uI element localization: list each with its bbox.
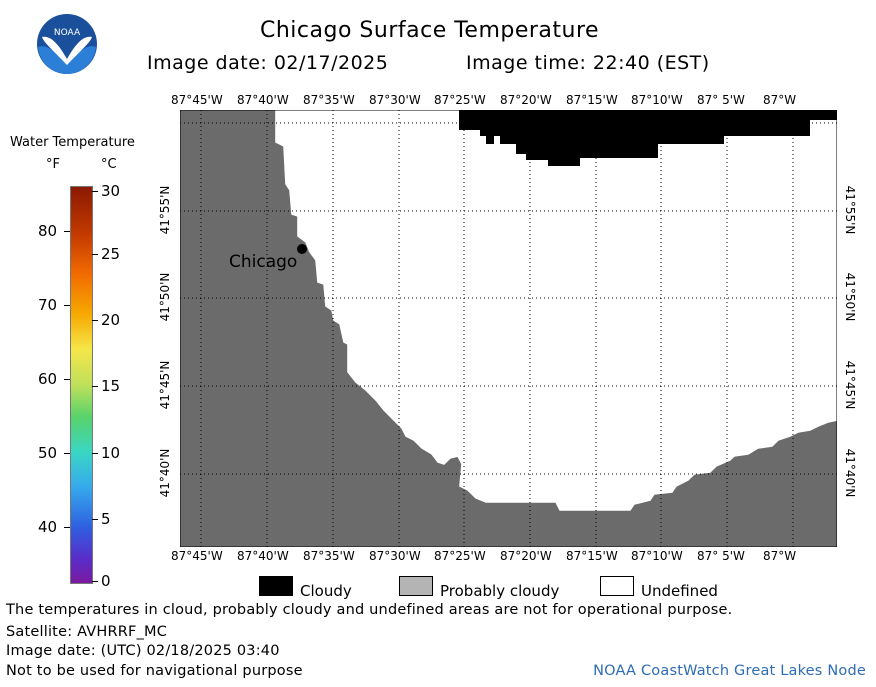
bottom-lon-label: 87°15'W (566, 549, 618, 563)
colorbar-f-tick: 70 (38, 296, 58, 314)
legend-cloudy-swatch (259, 576, 293, 596)
left-lat-label: 41°40'N (158, 448, 172, 498)
top-lon-label: 87°10'W (631, 93, 683, 107)
bottom-lon-label: 87°20'W (500, 549, 552, 563)
cloud-area (459, 110, 837, 166)
top-lon-label: 87°W (763, 93, 797, 107)
top-lon-label: 87°20'W (500, 93, 552, 107)
left-lat-label: 41°45'N (158, 360, 172, 410)
city-label: Chicago (229, 252, 298, 272)
top-lon-label: 87° 5'W (697, 93, 745, 107)
page-title: Chicago Surface Temperature (260, 18, 600, 43)
utc-date-text: Image date: (UTC) 02/18/2025 03:40 (6, 643, 280, 659)
colorbar-c-tick: 5 (101, 510, 111, 528)
colorbar-gradient (70, 186, 93, 584)
colorbar-unit-c: °C (101, 157, 117, 172)
top-lon-label: 87°30'W (369, 93, 421, 107)
colorbar-c-tick: 20 (101, 311, 121, 329)
image-date-label: Image date: 02/17/2025 (147, 52, 389, 74)
right-lat-label: 41°45'N (843, 360, 857, 410)
bottom-lon-label: 87°30'W (369, 549, 421, 563)
colorbar-unit-f: °F (46, 157, 60, 172)
colorbar-c-tickmark (92, 386, 98, 387)
bottom-lon-label: 87°45'W (171, 549, 223, 563)
colorbar-f-tick: 40 (38, 518, 58, 536)
navigation-warning: Not to be used for navigational purpose (6, 663, 303, 679)
colorbar-title: Water Temperature (10, 135, 135, 150)
top-lon-label: 87°40'W (237, 93, 289, 107)
top-lon-label: 87°15'W (566, 93, 618, 107)
disclaimer-text: The temperatures in cloud, probably clou… (6, 602, 733, 618)
svg-text:NOAA: NOAA (54, 28, 81, 38)
colorbar-f-tick: 50 (38, 444, 58, 462)
colorbar-c-tickmark (92, 581, 98, 582)
colorbar-f-tickmark (64, 453, 70, 454)
bottom-lon-label: 87°35'W (303, 549, 355, 563)
colorbar-c-tick: 25 (101, 245, 121, 263)
top-lon-label: 87°35'W (303, 93, 355, 107)
satellite-text: Satellite: AVHRRF_MC (6, 624, 168, 640)
colorbar-c-tickmark (92, 254, 98, 255)
chicago-marker (297, 244, 307, 254)
colorbar-f-tickmark (64, 231, 70, 232)
colorbar-f-tickmark (64, 379, 70, 380)
legend-undefined-label: Undefined (641, 582, 718, 600)
colorbar-f-tick: 60 (38, 370, 58, 388)
colorbar-f-tickmark (64, 527, 70, 528)
noaa-logo: NOAA (37, 14, 97, 74)
legend-cloudy-label: Cloudy (300, 582, 352, 600)
image-time-label: Image time: 22:40 (EST) (466, 52, 710, 74)
right-lat-label: 41°55'N (843, 185, 857, 235)
land-area (180, 110, 837, 547)
legend-undefined-swatch (600, 576, 634, 596)
left-lat-label: 41°50'N (158, 272, 172, 322)
colorbar-c-tickmark (92, 453, 98, 454)
right-lat-label: 41°40'N (843, 448, 857, 498)
legend-probably-cloudy-label: Probably cloudy (440, 582, 560, 600)
left-lat-label: 41°55'N (158, 185, 172, 235)
colorbar-c-tickmark (92, 519, 98, 520)
colorbar-c-tickmark (92, 320, 98, 321)
legend-probably-cloudy-swatch (399, 576, 433, 596)
colorbar-c-tick: 30 (101, 182, 121, 200)
colorbar-c-tick: 0 (101, 572, 111, 590)
colorbar-f-tickmark (64, 305, 70, 306)
colorbar-c-tickmark (92, 191, 98, 192)
right-lat-label: 41°50'N (843, 272, 857, 322)
bottom-lon-label: 87°40'W (237, 549, 289, 563)
colorbar-c-tick: 10 (101, 444, 121, 462)
bottom-lon-label: 87°W (763, 549, 797, 563)
bottom-lon-label: 87°10'W (631, 549, 683, 563)
map-panel (180, 110, 837, 547)
credit-text: NOAA CoastWatch Great Lakes Node (593, 663, 866, 679)
top-lon-label: 87°25'W (434, 93, 486, 107)
colorbar-c-tick: 15 (101, 377, 121, 395)
bottom-lon-label: 87°25'W (434, 549, 486, 563)
bottom-lon-label: 87° 5'W (697, 549, 745, 563)
colorbar-f-tick: 80 (38, 222, 58, 240)
top-lon-label: 87°45'W (171, 93, 223, 107)
graticule (180, 110, 837, 547)
